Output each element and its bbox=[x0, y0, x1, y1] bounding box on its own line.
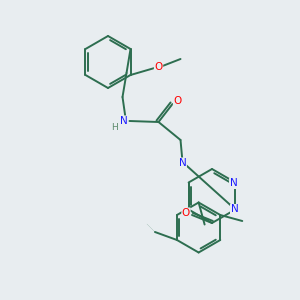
Text: O: O bbox=[154, 62, 163, 72]
Text: N: N bbox=[178, 158, 186, 168]
Text: O: O bbox=[182, 208, 190, 218]
Text: O: O bbox=[173, 96, 181, 106]
Text: N: N bbox=[120, 116, 128, 126]
Text: N: N bbox=[230, 205, 238, 214]
Text: N: N bbox=[230, 178, 237, 188]
Text: H: H bbox=[111, 122, 118, 131]
